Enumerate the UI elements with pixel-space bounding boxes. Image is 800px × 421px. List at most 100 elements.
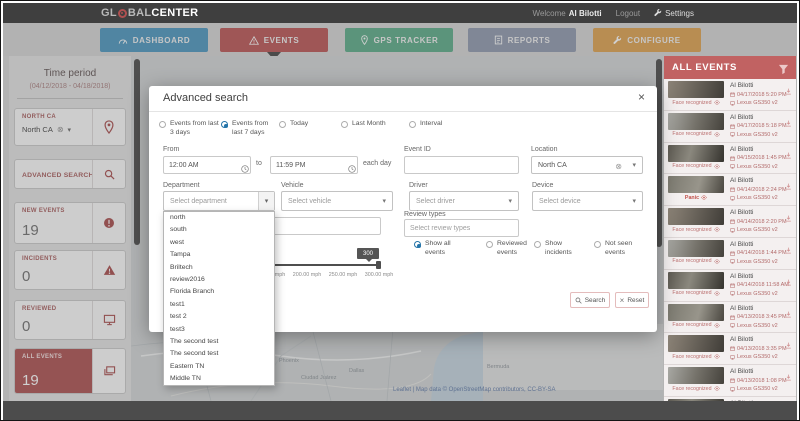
clear-icon[interactable]: ⊗ xyxy=(56,125,64,134)
department-option[interactable]: Middle TN xyxy=(170,375,201,383)
event-thumbnail[interactable] xyxy=(668,335,724,353)
event-list-item[interactable]: Face recognized Al Bilotti 04/13/2018 1:… xyxy=(664,365,796,397)
department-option[interactable]: test 2 xyxy=(170,313,187,321)
download-icon[interactable] xyxy=(785,336,792,354)
sidebar-scrollbar[interactable] xyxy=(134,59,140,245)
driver-select[interactable]: Select driver ▾ xyxy=(409,191,519,211)
department-option[interactable]: west xyxy=(170,238,184,246)
radio-icon[interactable] xyxy=(341,121,348,128)
radio-icon[interactable] xyxy=(486,241,493,248)
period-radio-option[interactable]: Last Month xyxy=(341,119,401,128)
download-icon[interactable] xyxy=(785,305,792,323)
event-list-item[interactable]: Face recognized Al Bilotti 04/13/2018 3:… xyxy=(664,333,796,366)
event-thumbnail[interactable] xyxy=(668,398,724,401)
event-list-item[interactable]: Face recognized Al Bilotti 04/13/2018 3:… xyxy=(664,301,796,334)
period-radio-option[interactable]: Today xyxy=(279,119,329,128)
department-option[interactable]: test3 xyxy=(170,325,185,333)
department-option[interactable]: test1 xyxy=(170,300,185,308)
event-thumbnail[interactable] xyxy=(668,176,724,194)
event-thumbnail[interactable] xyxy=(668,144,724,162)
event-list-item[interactable]: Face recognized Al Bilotti 04/14/2018 1:… xyxy=(664,237,796,270)
period-radio-option[interactable]: Interval xyxy=(409,119,459,128)
radio-icon[interactable] xyxy=(409,121,416,128)
location-select[interactable]: North CA ⊗ ▾ xyxy=(22,125,92,134)
download-icon[interactable] xyxy=(785,82,792,100)
department-option[interactable]: Eastern TN xyxy=(170,362,205,370)
time-from-input[interactable] xyxy=(163,156,251,174)
nav-gps-tracker-button[interactable]: GPS TRACKER xyxy=(345,28,453,52)
event-list-item[interactable]: Face recognized Al Bilotti 04/17/2018 5:… xyxy=(664,110,796,143)
radio-icon[interactable] xyxy=(534,241,541,248)
department-option[interactable]: Tampa xyxy=(170,251,191,259)
map-attribution[interactable]: Leaflet | Map data © OpenStreetMap contr… xyxy=(393,387,556,393)
nav-reports-button[interactable]: REPORTS xyxy=(468,28,576,52)
event-list-item[interactable]: Face recognized Al Bilotti 04/15/2018 1:… xyxy=(664,142,796,175)
department-option[interactable]: The second test xyxy=(170,350,219,358)
show-radio-option[interactable]: Not seen events xyxy=(594,239,640,257)
device-select[interactable]: Select device ▾ xyxy=(532,191,643,211)
map-pin-icon[interactable] xyxy=(92,109,125,145)
department-option[interactable]: review2016 xyxy=(170,275,205,283)
nav-configure-button[interactable]: CONFIGURE xyxy=(593,28,701,52)
period-radio-option[interactable]: Events from last 3 days xyxy=(159,119,221,137)
radio-icon[interactable] xyxy=(594,241,601,248)
download-icon[interactable] xyxy=(785,177,792,195)
nav-events-button[interactable]: EVENTS xyxy=(220,28,328,52)
radio-icon[interactable] xyxy=(159,121,166,128)
department-option[interactable]: The second test xyxy=(170,337,219,345)
close-icon[interactable]: × xyxy=(637,90,645,104)
vehicle-select[interactable]: Select vehicle ▾ xyxy=(281,191,393,211)
new-events-card[interactable]: NEW EVENTS 19 xyxy=(14,202,126,244)
event-list-item[interactable]: Face recognized Al Bilotti 04/14/2018 11… xyxy=(664,269,796,302)
download-icon[interactable] xyxy=(785,114,792,132)
period-radio-option[interactable]: Events from last 7 days xyxy=(221,119,279,137)
event-thumbnail[interactable] xyxy=(668,239,724,257)
search-icon[interactable] xyxy=(92,160,125,188)
event-thumbnail[interactable] xyxy=(668,303,724,321)
download-icon[interactable] xyxy=(785,241,792,259)
reset-button[interactable]: × Reset xyxy=(615,292,649,308)
radio-icon[interactable] xyxy=(221,121,228,128)
download-icon[interactable] xyxy=(785,368,792,386)
reviewed-card[interactable]: REVIEWED 0 xyxy=(14,300,126,340)
incidents-card[interactable]: INCIDENTS 0 xyxy=(14,250,126,290)
time-to-input[interactable] xyxy=(270,156,358,174)
filter-icon[interactable] xyxy=(778,62,789,80)
event-thumbnail[interactable] xyxy=(668,367,724,385)
search-button[interactable]: Search xyxy=(570,292,610,308)
event-thumbnail[interactable] xyxy=(668,208,724,226)
speed-slider-handle[interactable] xyxy=(376,261,381,269)
download-icon[interactable] xyxy=(785,273,792,291)
event-list-item[interactable]: Face recognized Al Bilotti 04/17/2018 5:… xyxy=(664,79,796,111)
event-thumbnail[interactable] xyxy=(668,271,724,289)
show-radio-option[interactable]: Reviewed events xyxy=(486,239,532,257)
event-list-item[interactable]: Panic Al Bilotti 04/14/2018 2:24 PM Lexu… xyxy=(664,174,796,207)
review-types-input[interactable] xyxy=(404,219,519,237)
advanced-search-card[interactable]: ADVANCED SEARCH xyxy=(14,159,126,189)
download-icon[interactable] xyxy=(785,209,792,227)
department-option[interactable]: north xyxy=(170,214,186,221)
map-scrollbar[interactable] xyxy=(656,59,662,247)
settings-link[interactable]: Settings xyxy=(654,9,694,18)
location-select[interactable]: North CA ⊗ ▾ xyxy=(531,156,643,174)
department-option[interactable]: Florida Branch xyxy=(170,288,215,296)
show-radio-option[interactable]: Show all events xyxy=(414,239,466,257)
event-thumbnail[interactable] xyxy=(668,112,724,130)
nav-dashboard-button[interactable]: DASHBOARD xyxy=(100,28,208,52)
all-events-card[interactable]: ALL EVENTS 19 xyxy=(14,348,126,394)
radio-icon[interactable] xyxy=(279,121,286,128)
event-thumbnail[interactable] xyxy=(668,81,724,98)
event-id-input[interactable] xyxy=(404,156,519,174)
logout-link[interactable]: Logout xyxy=(615,8,641,18)
globalcenter-logo[interactable]: GL BAL CENTER xyxy=(101,3,198,23)
radio-icon[interactable] xyxy=(414,241,421,248)
chevron-down-icon[interactable]: ▾ xyxy=(258,192,274,210)
department-select[interactable]: Select department ▾ xyxy=(163,191,275,211)
department-option[interactable]: Briltech xyxy=(170,263,193,271)
event-list-item[interactable]: Al Bilotti xyxy=(664,396,796,401)
event-list-item[interactable]: Face recognized Al Bilotti 04/14/2018 2:… xyxy=(664,206,796,238)
show-radio-option[interactable]: Show incidents xyxy=(534,239,584,257)
download-icon[interactable] xyxy=(785,146,792,164)
department-option[interactable]: south xyxy=(170,226,187,234)
clear-icon[interactable]: ⊗ xyxy=(615,162,622,171)
